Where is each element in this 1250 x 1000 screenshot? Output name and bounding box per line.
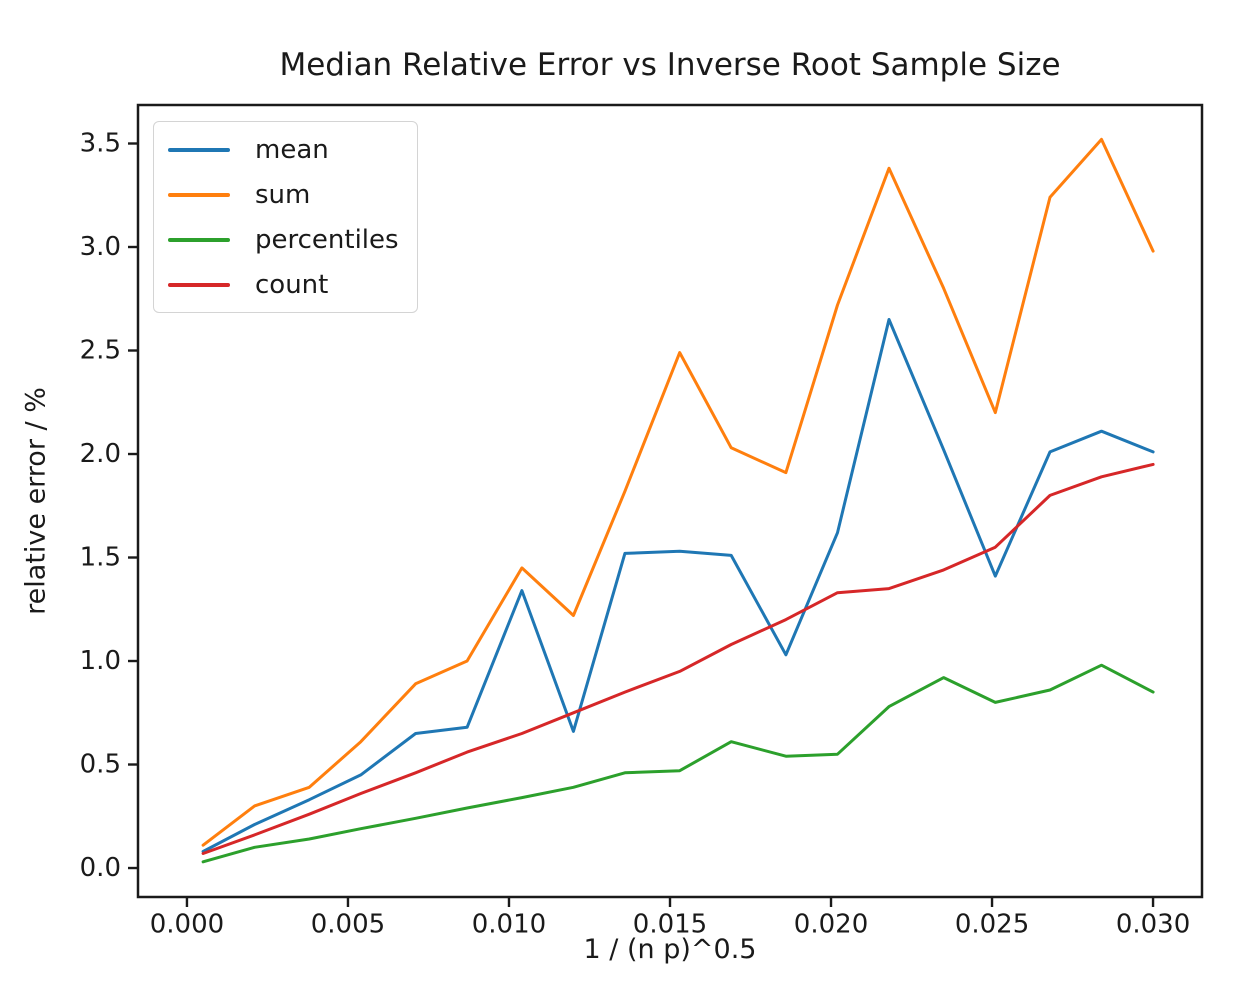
x-tick-label: 0.030: [1116, 909, 1190, 939]
legend-swatch-count: [168, 282, 230, 287]
x-tick-label: 0.000: [150, 909, 224, 939]
legend-item-mean: mean: [168, 127, 399, 172]
y-tick-label: 2.0: [80, 439, 121, 469]
y-tick-label: 3.0: [80, 232, 121, 262]
series-line-sum: [201, 137, 1155, 847]
x-axis-label: 1 / (n p)^0.5: [583, 934, 757, 965]
x-tick-label: 0.015: [633, 909, 707, 939]
legend-item-count: count: [168, 262, 399, 307]
x-tick-label: 0.005: [311, 909, 385, 939]
legend-swatch-sum: [168, 192, 230, 197]
legend-label-count: count: [255, 269, 329, 300]
x-tick-label: 0.010: [472, 909, 546, 939]
legend-label-mean: mean: [255, 134, 329, 165]
legend-label-sum: sum: [255, 179, 311, 210]
legend-swatch-mean: [168, 147, 230, 152]
x-tick-label: 0.020: [794, 909, 868, 939]
series-line-count: [201, 462, 1155, 855]
axes-frame: [136, 103, 1204, 899]
legend-item-sum: sum: [168, 172, 399, 217]
y-tick-label: 0.5: [80, 750, 121, 780]
y-axis-label: relative error / %: [20, 387, 52, 615]
y-tick-label: 2.5: [80, 336, 121, 366]
y-tick-label: 1.5: [80, 543, 121, 573]
legend-label-percentiles: percentiles: [255, 224, 399, 255]
y-tick-label: 3.5: [80, 129, 121, 159]
y-tick-label: 1.0: [80, 646, 121, 676]
legend-item-percentiles: percentiles: [168, 217, 399, 262]
x-tick-label: 0.025: [955, 909, 1029, 939]
legend: mean sum percentiles count: [153, 121, 418, 313]
y-tick-label: 0.0: [80, 853, 121, 883]
series-line-percentiles: [201, 663, 1155, 864]
series-line-mean: [201, 318, 1155, 853]
legend-swatch-percentiles: [168, 237, 230, 242]
chart-title: Median Relative Error vs Inverse Root Sa…: [279, 47, 1061, 83]
